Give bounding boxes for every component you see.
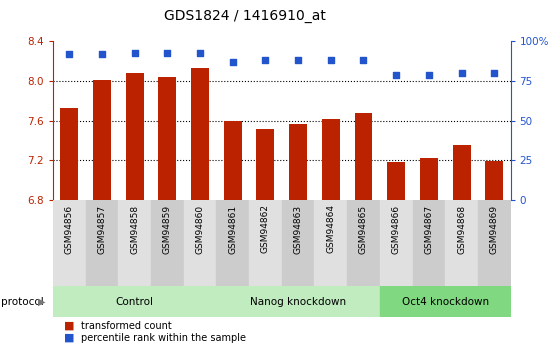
Bar bbox=[289, 124, 307, 200]
Point bbox=[196, 50, 205, 55]
Bar bbox=[315, 200, 347, 286]
Point bbox=[294, 58, 302, 63]
Text: Control: Control bbox=[116, 297, 153, 307]
Text: GSM94859: GSM94859 bbox=[163, 204, 172, 254]
Bar bbox=[93, 80, 111, 200]
Bar bbox=[224, 121, 242, 200]
Bar bbox=[347, 200, 380, 286]
Text: GSM94864: GSM94864 bbox=[326, 204, 335, 254]
Bar bbox=[387, 162, 405, 200]
Text: GSM94863: GSM94863 bbox=[294, 204, 302, 254]
Point bbox=[163, 50, 172, 55]
Text: transformed count: transformed count bbox=[81, 321, 172, 331]
Bar bbox=[453, 145, 470, 200]
Bar bbox=[184, 200, 217, 286]
Text: GSM94862: GSM94862 bbox=[261, 204, 270, 254]
Text: GSM94856: GSM94856 bbox=[65, 204, 74, 254]
Text: ▶: ▶ bbox=[38, 297, 45, 307]
Bar bbox=[380, 200, 412, 286]
Bar bbox=[118, 200, 151, 286]
Text: protocol: protocol bbox=[1, 297, 44, 307]
Text: GSM94869: GSM94869 bbox=[490, 204, 499, 254]
Point bbox=[65, 51, 74, 57]
Text: GSM94865: GSM94865 bbox=[359, 204, 368, 254]
Point bbox=[326, 58, 335, 63]
Text: GSM94857: GSM94857 bbox=[98, 204, 107, 254]
Point bbox=[425, 72, 434, 78]
Bar bbox=[191, 68, 209, 200]
Bar bbox=[217, 200, 249, 286]
Bar bbox=[485, 161, 503, 200]
Bar bbox=[126, 73, 144, 200]
Bar bbox=[158, 77, 176, 200]
Point bbox=[392, 72, 401, 78]
Text: Nanog knockdown: Nanog knockdown bbox=[250, 297, 346, 307]
Bar bbox=[53, 286, 217, 317]
Text: GSM94867: GSM94867 bbox=[425, 204, 434, 254]
Point bbox=[359, 58, 368, 63]
Text: GSM94858: GSM94858 bbox=[130, 204, 139, 254]
Point bbox=[457, 70, 466, 76]
Bar bbox=[151, 200, 184, 286]
Bar bbox=[445, 200, 478, 286]
Bar bbox=[380, 286, 511, 317]
Bar bbox=[249, 200, 282, 286]
Bar bbox=[60, 108, 78, 200]
Point bbox=[490, 70, 499, 76]
Bar bbox=[282, 200, 315, 286]
Text: GSM94861: GSM94861 bbox=[228, 204, 237, 254]
Bar bbox=[420, 158, 438, 200]
Text: GSM94868: GSM94868 bbox=[457, 204, 466, 254]
Bar bbox=[478, 200, 511, 286]
Bar bbox=[53, 200, 86, 286]
Bar bbox=[322, 119, 340, 200]
Text: ■: ■ bbox=[64, 333, 75, 343]
Text: GSM94860: GSM94860 bbox=[196, 204, 205, 254]
Bar bbox=[217, 286, 380, 317]
Bar bbox=[354, 113, 373, 200]
Bar bbox=[86, 200, 118, 286]
Bar bbox=[257, 129, 275, 200]
Text: percentile rank within the sample: percentile rank within the sample bbox=[81, 333, 246, 343]
Text: Oct4 knockdown: Oct4 knockdown bbox=[402, 297, 489, 307]
Text: GDS1824 / 1416910_at: GDS1824 / 1416910_at bbox=[164, 9, 326, 23]
Point bbox=[261, 58, 270, 63]
Bar bbox=[412, 200, 445, 286]
Point bbox=[98, 51, 107, 57]
Point bbox=[130, 50, 139, 55]
Text: ■: ■ bbox=[64, 321, 75, 331]
Point bbox=[228, 59, 237, 65]
Text: GSM94866: GSM94866 bbox=[392, 204, 401, 254]
